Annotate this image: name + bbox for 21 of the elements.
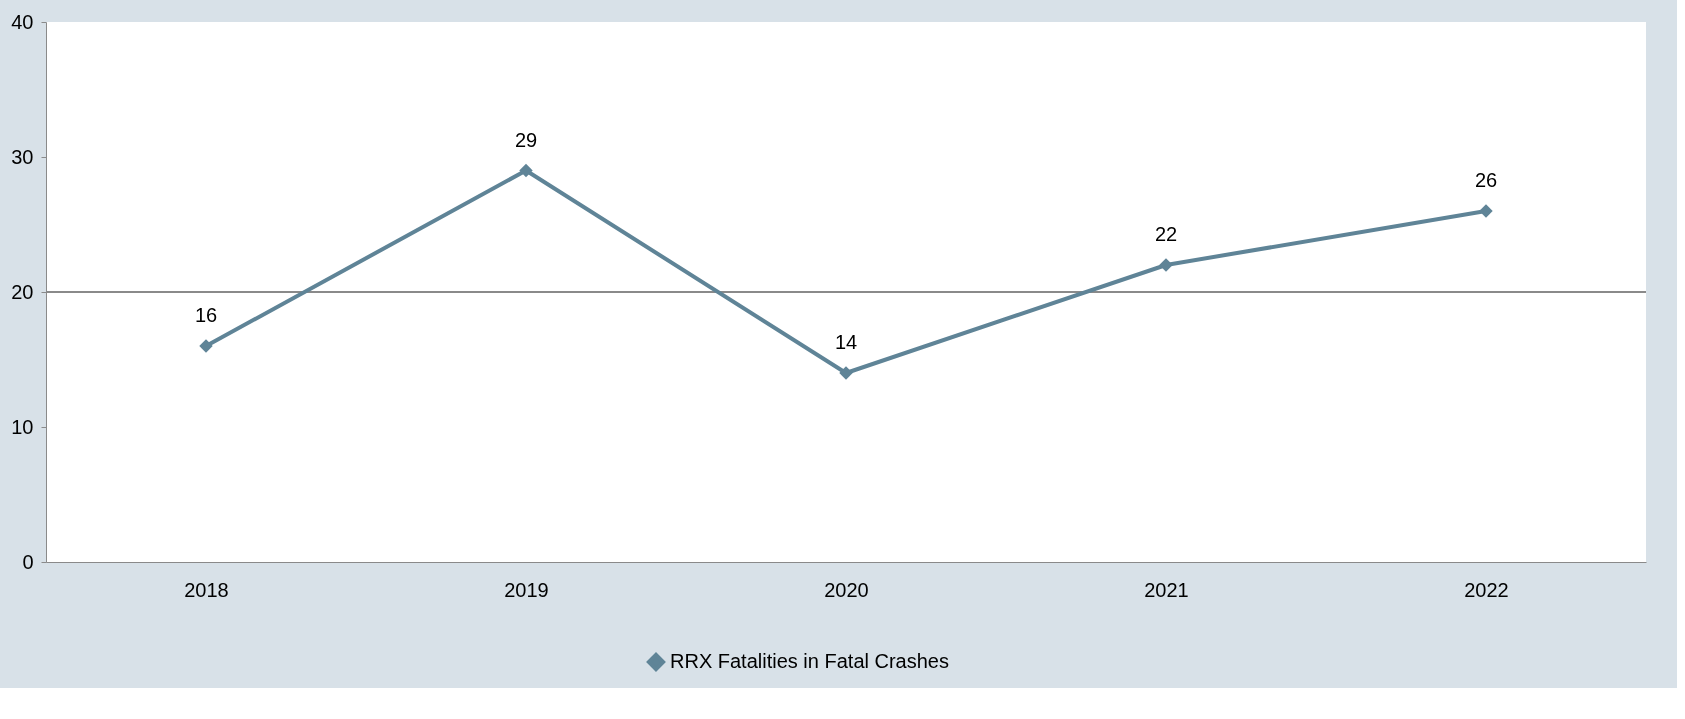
data-label: 22 [1154,223,1178,245]
y-tick-label: 0 [22,550,34,573]
y-tick-label: 40 [11,10,34,33]
point [839,366,853,380]
y-tick-label: 20 [11,280,34,303]
data-label: 14 [834,331,858,353]
data-label: 26 [1474,169,1498,191]
point [199,339,213,353]
point [1479,204,1493,218]
x-tick-label: 2019 [504,578,549,601]
point [519,163,533,178]
data-label: 16 [194,304,218,326]
x-tick-label: 2021 [1144,578,1189,601]
y-tick-label: 10 [11,415,34,438]
point [1159,258,1173,272]
y-tick-label: 30 [11,145,34,168]
x-tick-label: 2022 [1464,578,1509,601]
x-tick-label: 2018 [184,578,229,601]
data-label: 29 [514,128,538,151]
x-tick-label: 2020 [824,578,869,601]
legend-label: RRX Fatalities in Fatal Crashes [670,650,949,672]
